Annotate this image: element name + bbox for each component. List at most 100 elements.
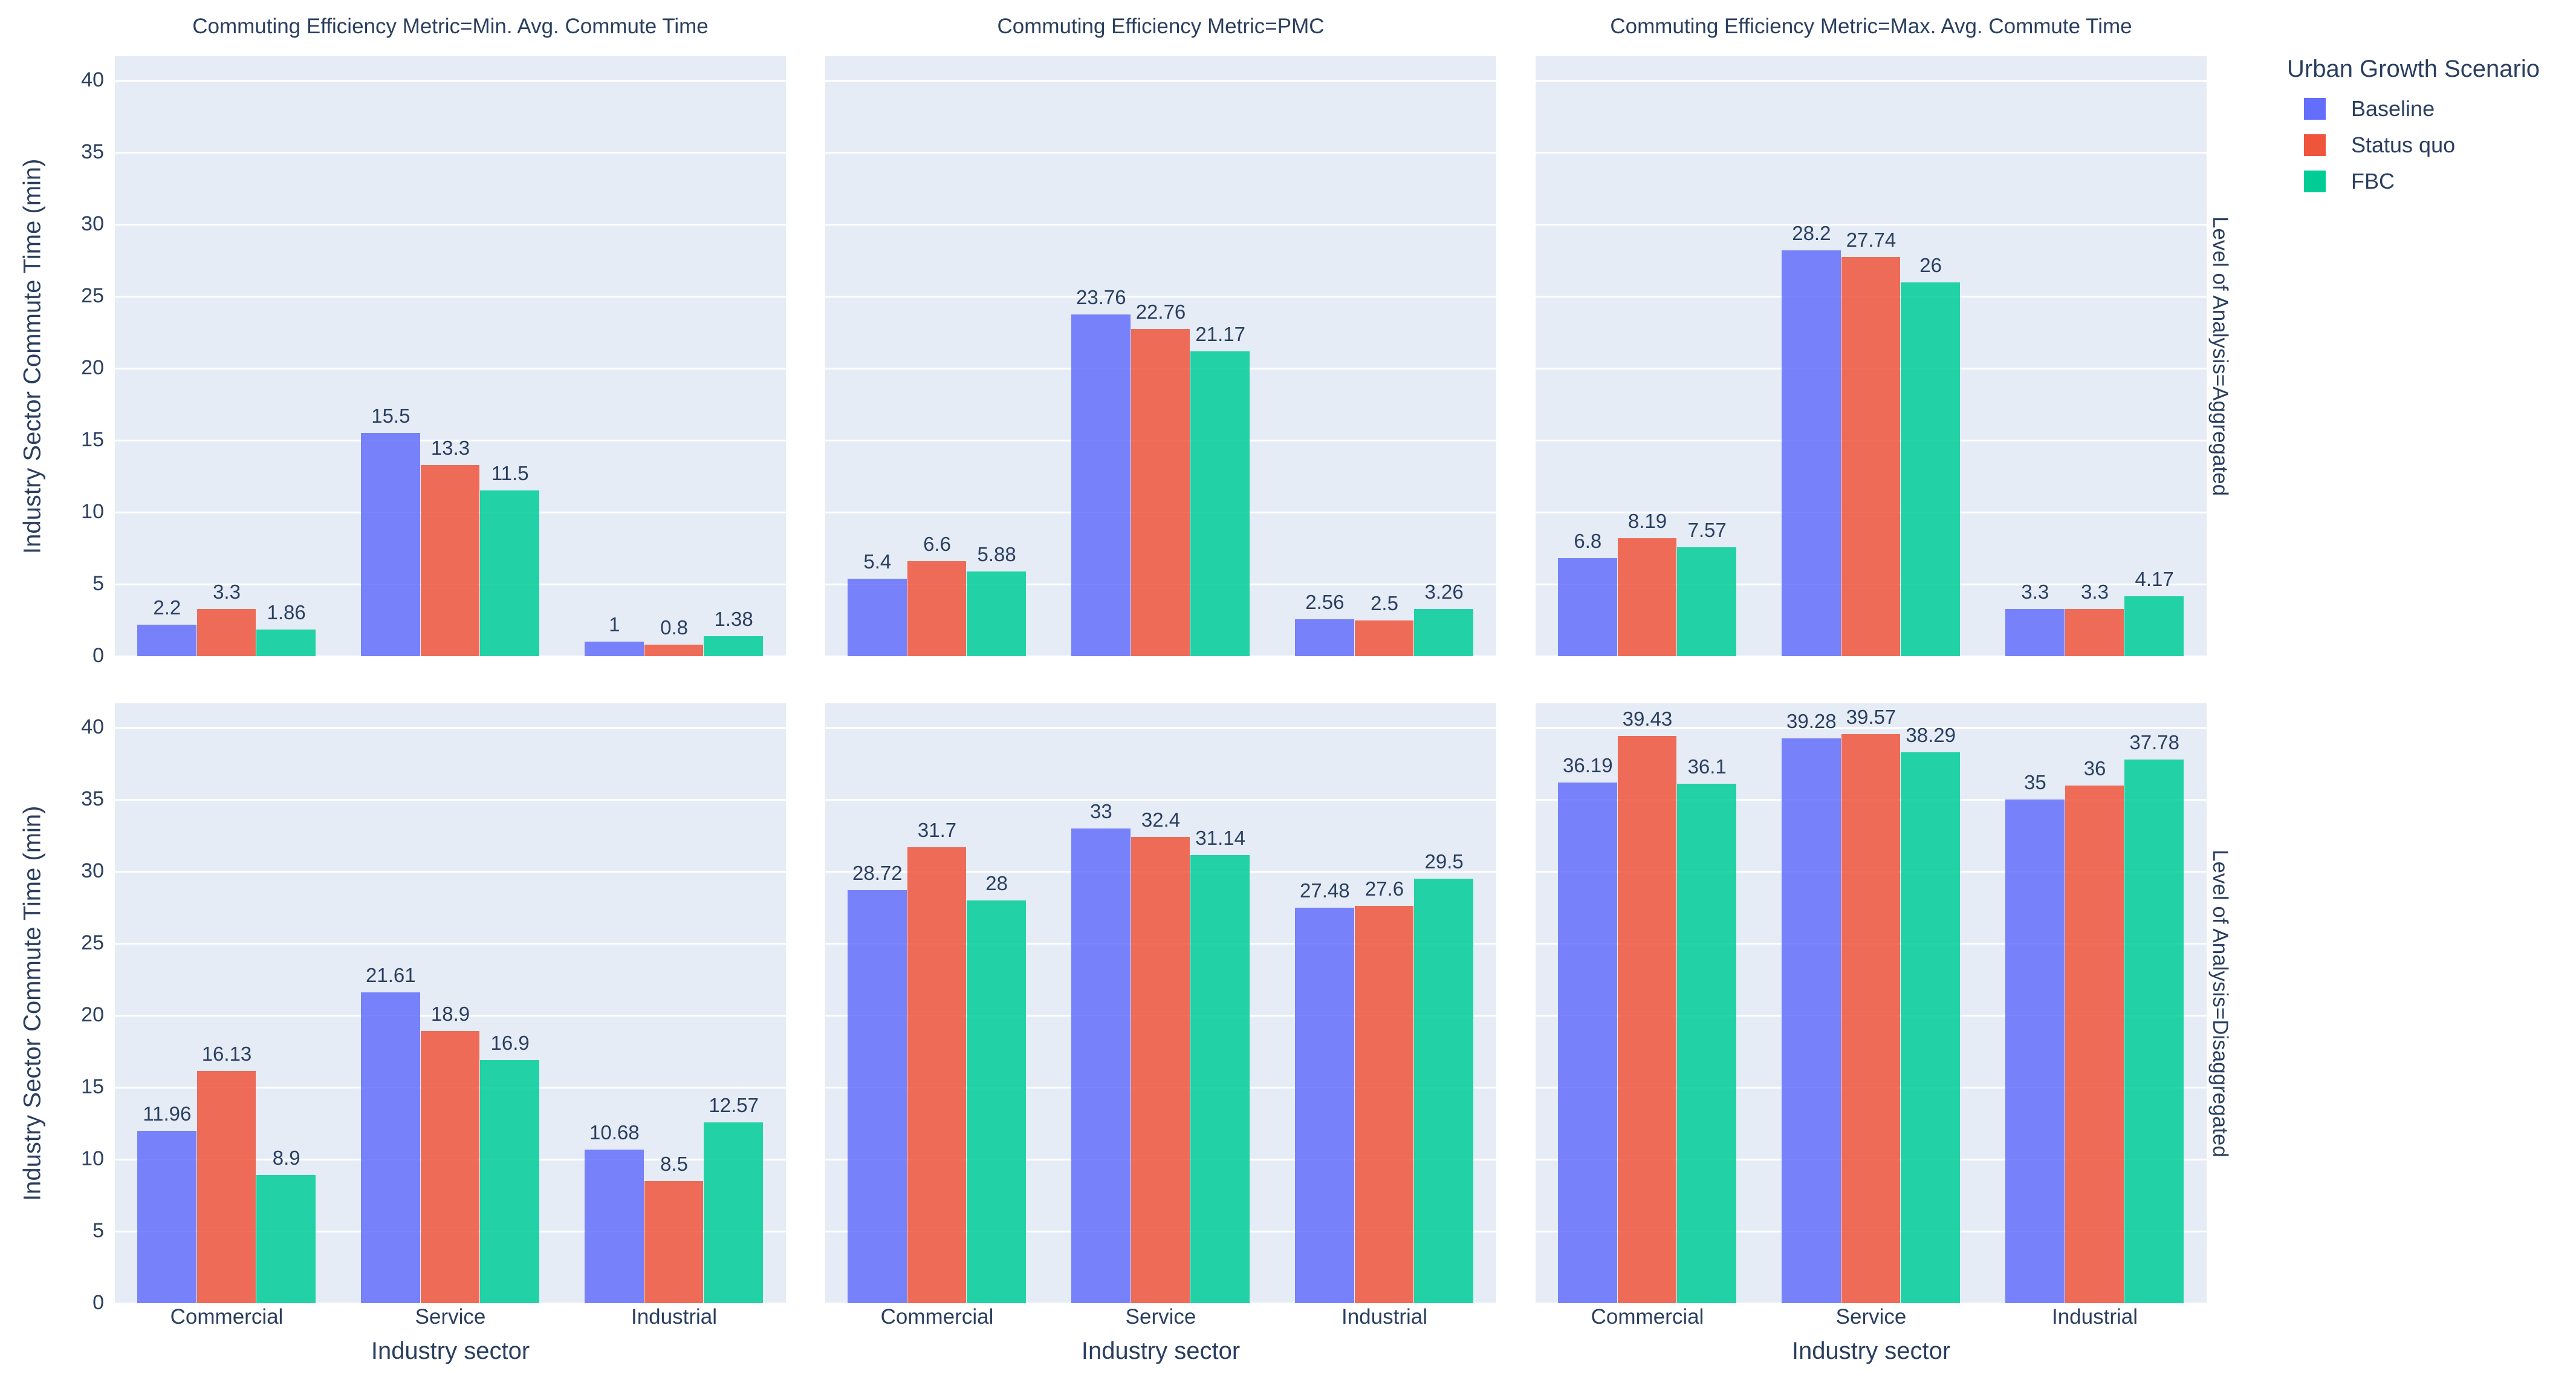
bar-baseline[interactable] xyxy=(848,890,907,1303)
bar-baseline[interactable] xyxy=(1558,558,1617,656)
bar-value-label: 3.26 xyxy=(1424,581,1464,604)
bar-baseline[interactable] xyxy=(2005,799,2065,1303)
bar-status-quo[interactable] xyxy=(907,847,967,1303)
legend-item-status-quo[interactable]: Status quo xyxy=(2287,132,2540,158)
bar-status-quo[interactable] xyxy=(196,608,256,656)
bar-fbc[interactable] xyxy=(967,900,1026,1303)
bar-value-label: 3.3 xyxy=(213,580,241,603)
bar-status-quo[interactable] xyxy=(1131,328,1190,656)
bar-baseline[interactable] xyxy=(137,624,196,656)
bar-value-label: 21.61 xyxy=(366,963,416,986)
gridline xyxy=(115,367,786,369)
bar-status-quo[interactable] xyxy=(907,561,967,656)
gridline xyxy=(1536,79,2207,82)
bar-status-quo[interactable] xyxy=(1354,620,1414,656)
bar-status-quo[interactable] xyxy=(420,464,480,656)
facet-row-title: Level of Analysis=Disaggregated xyxy=(2208,849,2232,1157)
x-axis-title: Industry sector xyxy=(1791,1338,1951,1364)
bar-status-quo[interactable] xyxy=(420,1031,480,1303)
bar-fbc[interactable] xyxy=(1677,547,1736,656)
bar-fbc[interactable] xyxy=(1190,855,1250,1303)
bar-value-label: 2.2 xyxy=(153,596,181,619)
bar-baseline[interactable] xyxy=(1558,783,1617,1303)
bar-baseline[interactable] xyxy=(1295,908,1354,1303)
bar-fbc[interactable] xyxy=(1414,879,1473,1303)
bar-status-quo[interactable] xyxy=(196,1071,256,1303)
bar-baseline[interactable] xyxy=(1071,828,1131,1303)
bar-baseline[interactable] xyxy=(585,1149,644,1303)
bar-status-quo[interactable] xyxy=(644,644,704,656)
bar-fbc[interactable] xyxy=(1190,351,1250,656)
bar-status-quo[interactable] xyxy=(2065,608,2124,656)
bar-baseline[interactable] xyxy=(1071,314,1131,656)
bar-baseline[interactable] xyxy=(361,433,420,656)
bar-value-label: 4.17 xyxy=(2135,567,2174,590)
bar-status-quo[interactable] xyxy=(1841,257,1901,656)
gridline xyxy=(115,942,786,945)
bar-fbc[interactable] xyxy=(1901,282,1960,656)
y-tick-label: 10 xyxy=(81,1147,104,1171)
bar-fbc[interactable] xyxy=(704,636,763,656)
bar-status-quo[interactable] xyxy=(1617,736,1677,1303)
bar-baseline[interactable] xyxy=(2005,608,2065,656)
bar-status-quo[interactable] xyxy=(2065,785,2124,1303)
bar-fbc[interactable] xyxy=(256,629,316,656)
bar-value-label: 12.57 xyxy=(709,1093,759,1116)
legend-item-baseline[interactable]: Baseline xyxy=(2287,96,2540,122)
bar-value-label: 39.43 xyxy=(1622,708,1673,731)
bar-fbc[interactable] xyxy=(1677,784,1736,1303)
bar-value-label: 31.7 xyxy=(917,818,957,841)
gridline xyxy=(825,1302,1496,1304)
y-tick-label: 25 xyxy=(81,284,104,308)
bar-baseline[interactable] xyxy=(848,578,907,656)
bar-fbc[interactable] xyxy=(967,571,1026,656)
gridline xyxy=(825,151,1496,154)
bar-fbc[interactable] xyxy=(2124,596,2184,656)
x-tick-label: Service xyxy=(415,1305,486,1329)
bar-fbc[interactable] xyxy=(480,1059,539,1303)
gridline xyxy=(825,79,1496,82)
gridline xyxy=(115,151,786,154)
bar-status-quo[interactable] xyxy=(644,1180,704,1303)
gridline xyxy=(1536,1302,2207,1304)
bar-value-label: 32.4 xyxy=(1141,809,1181,832)
bar-baseline[interactable] xyxy=(585,642,644,656)
bar-value-label: 11.96 xyxy=(143,1102,192,1125)
legend-item-fbc[interactable]: FBC xyxy=(2287,169,2540,194)
bar-value-label: 16.13 xyxy=(201,1043,252,1066)
bar-value-label: 36 xyxy=(2083,757,2106,780)
bar-value-label: 1.38 xyxy=(714,608,753,631)
bar-value-label: 28.2 xyxy=(1792,222,1831,245)
bar-value-label: 39.28 xyxy=(1786,709,1837,732)
gridline xyxy=(115,1302,786,1304)
bar-fbc[interactable] xyxy=(480,490,539,656)
bar-baseline[interactable] xyxy=(1782,250,1841,656)
y-tick-label: 35 xyxy=(81,787,104,811)
bar-value-label: 18.9 xyxy=(430,1003,470,1026)
bar-status-quo[interactable] xyxy=(1617,538,1677,656)
bar-value-label: 28 xyxy=(985,871,1008,894)
bar-baseline[interactable] xyxy=(1295,619,1354,656)
y-tick-label: 30 xyxy=(81,212,104,236)
bar-fbc[interactable] xyxy=(1901,752,1960,1303)
bar-fbc[interactable] xyxy=(2124,760,2184,1303)
bar-baseline[interactable] xyxy=(361,992,420,1303)
bar-value-label: 33 xyxy=(1089,799,1112,822)
bar-value-label: 35 xyxy=(2023,771,2046,794)
bar-status-quo[interactable] xyxy=(1841,734,1901,1303)
bar-value-label: 6.6 xyxy=(923,533,951,555)
bar-baseline[interactable] xyxy=(137,1131,196,1303)
bar-value-label: 7.57 xyxy=(1687,518,1727,541)
gridline xyxy=(825,655,1496,657)
bar-fbc[interactable] xyxy=(256,1175,316,1303)
bar-status-quo[interactable] xyxy=(1131,837,1190,1303)
bar-fbc[interactable] xyxy=(704,1122,763,1303)
subplot-aggregated-col1: 5.4 6.6 5.88 23.76 22.76 21.17 2.56 2.5 3.26 xyxy=(825,56,1496,657)
bar-status-quo[interactable] xyxy=(1354,906,1414,1303)
gridline xyxy=(825,798,1496,801)
bar-fbc[interactable] xyxy=(1414,609,1473,656)
y-tick-label: 40 xyxy=(81,715,104,739)
gridline xyxy=(115,655,786,657)
bar-baseline[interactable] xyxy=(1782,738,1841,1303)
